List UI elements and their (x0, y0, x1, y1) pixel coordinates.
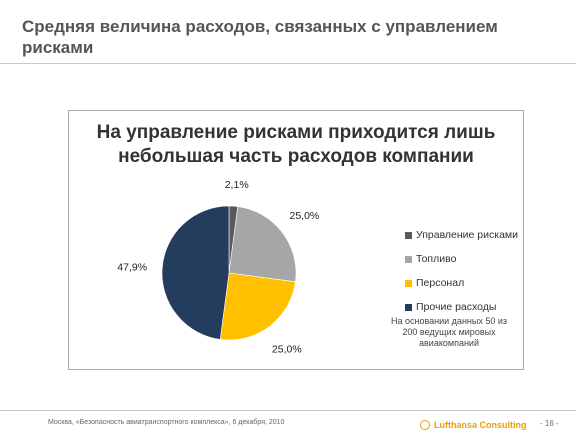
legend-swatch (405, 231, 412, 239)
chart-title: На управление рисками приходится лишь не… (96, 122, 496, 167)
legend-label: Персонал (416, 277, 465, 290)
legend-item-personnel: Персонал (405, 277, 535, 293)
footer-divider (0, 410, 576, 411)
legend-item-fuel: Топливо (405, 253, 535, 269)
pie-slice-other-expenses (161, 205, 230, 340)
legend-item-risk-management: Управление рисками (405, 229, 535, 245)
lufthansa-crane-icon (420, 420, 430, 430)
data-label-other-expenses: 47,9% (117, 262, 147, 274)
slide-title: Средняя величина расходов, связанных с у… (22, 17, 498, 57)
legend-label: Прочие расходы (416, 301, 497, 314)
legend-label: Управление рисками (416, 229, 518, 242)
legend-swatch (405, 255, 412, 263)
chart-panel: На управление рисками приходится лишь не… (68, 110, 524, 370)
footer-logo: Lufthansa Consulting (420, 419, 527, 431)
footer-event-text: Москва, «Безопасность авиатранспортного … (48, 419, 285, 426)
data-label-fuel: 25,0% (290, 210, 320, 222)
legend-swatch (405, 303, 412, 311)
chart-legend: Управление рисками Топливо Персонал Проч… (405, 229, 535, 325)
data-label-risk-management: 2,1% (225, 179, 249, 191)
legend-label: Топливо (416, 253, 457, 266)
pie-slice-personnel (219, 272, 296, 341)
data-label-personnel: 25,0% (272, 343, 302, 355)
legend-swatch (405, 279, 412, 287)
logo-text: Lufthansa Consulting (434, 420, 527, 430)
chart-note: На основании данных 50 из 200 ведущих ми… (390, 316, 508, 348)
page-number: - 16 - (540, 419, 559, 428)
legend-item-other-expenses: Прочие расходы (405, 301, 535, 317)
title-divider (0, 63, 576, 64)
pie-slice-fuel (228, 206, 297, 283)
pie-chart: 2,1% 25,0% 25,0% 47,9% (117, 179, 320, 355)
